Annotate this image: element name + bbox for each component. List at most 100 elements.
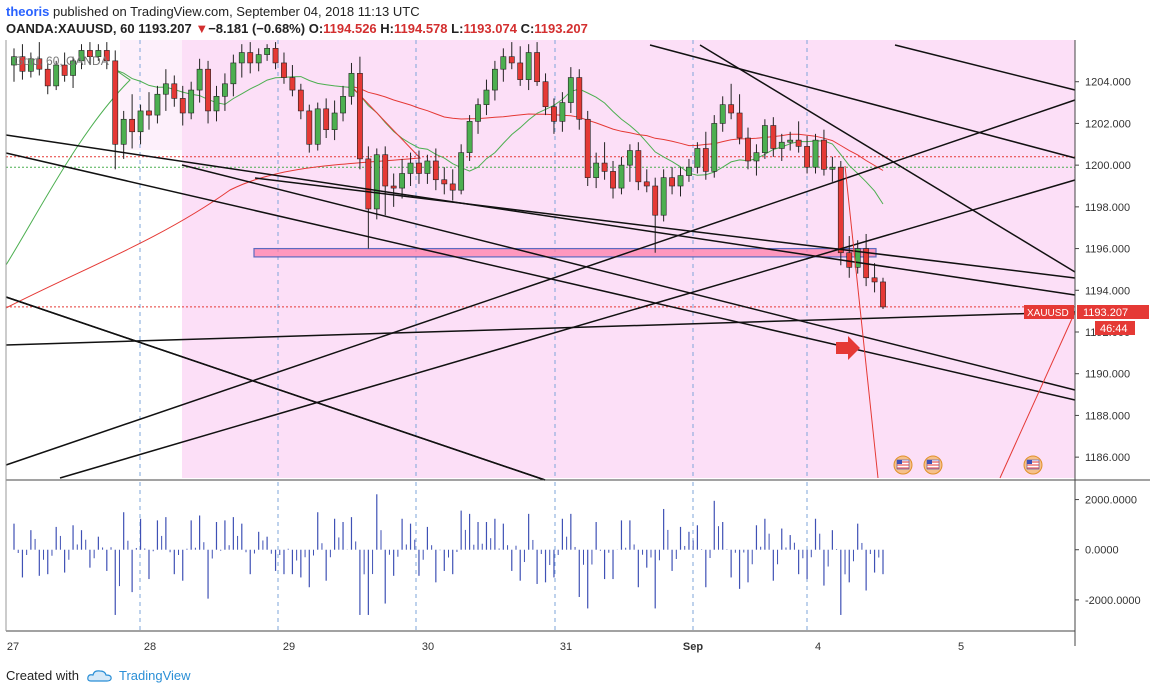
candle xyxy=(238,44,245,78)
candle xyxy=(196,58,203,103)
candle xyxy=(534,42,540,86)
candle xyxy=(449,169,456,201)
close-value: 1193.207 xyxy=(534,21,588,36)
candle-body-up xyxy=(686,166,692,176)
candle xyxy=(458,144,465,195)
footer: Created with TradingView xyxy=(6,668,191,683)
candle xyxy=(399,158,405,199)
candle-body-up xyxy=(711,123,718,172)
candle-body-up xyxy=(27,58,34,72)
candle xyxy=(264,44,271,61)
candle xyxy=(635,142,642,191)
candle xyxy=(719,96,726,132)
candle-body-down xyxy=(323,108,330,130)
candle xyxy=(382,146,389,216)
candle-body-down xyxy=(837,166,844,254)
candle xyxy=(171,75,178,107)
volume-tick-label: -2000.0000 xyxy=(1085,595,1141,607)
candle xyxy=(761,119,768,159)
candle xyxy=(745,127,751,170)
trendlines[interactable] xyxy=(5,44,1076,481)
candle-body-down xyxy=(821,139,827,170)
price-tick-label: 1188.000 xyxy=(1085,410,1130,422)
candle xyxy=(36,42,43,76)
candle-body-up xyxy=(559,102,566,122)
candle-body-down xyxy=(846,252,853,268)
candle xyxy=(19,44,26,80)
candle xyxy=(357,56,363,170)
candle xyxy=(610,160,616,199)
candle-body-down xyxy=(205,68,211,112)
price-tick-label: 1190.000 xyxy=(1085,369,1130,381)
candle-body-up xyxy=(314,108,321,145)
candle-body-down xyxy=(112,60,119,145)
candle xyxy=(146,92,152,130)
candle-body-down xyxy=(297,89,304,112)
chart-canvas[interactable]: 1186.0001188.0001190.0001192.0001194.000… xyxy=(0,40,1150,660)
trendline xyxy=(649,44,1076,159)
candle-body-up xyxy=(154,93,161,116)
trendline xyxy=(254,177,1076,279)
close-label: C: xyxy=(520,21,535,36)
candle xyxy=(230,54,237,97)
author-name[interactable]: theoris xyxy=(6,4,50,19)
candle xyxy=(500,48,507,82)
candle-body-down xyxy=(382,154,389,187)
candle-body-up xyxy=(593,162,600,178)
time-tick-label: Sep xyxy=(683,641,703,653)
candle xyxy=(686,158,692,182)
candle-body-down xyxy=(129,118,136,133)
candle-body-up xyxy=(761,125,768,153)
candle-body-down xyxy=(517,62,524,80)
candle xyxy=(11,48,17,82)
candle xyxy=(272,42,279,70)
candle xyxy=(331,100,338,141)
candle-body-up xyxy=(500,56,507,70)
candle-body-up xyxy=(778,141,785,149)
tradingview-link[interactable]: TradingView xyxy=(118,668,191,683)
candle xyxy=(213,85,220,122)
time-tick-label: 29 xyxy=(283,641,295,653)
candle-body-up xyxy=(466,121,473,153)
trendline xyxy=(699,44,1076,273)
candle xyxy=(222,73,228,111)
candle xyxy=(87,42,93,66)
change-down-icon: ▼ xyxy=(195,21,209,36)
candle-body-down xyxy=(306,110,313,145)
volume-bars xyxy=(13,494,884,615)
candle xyxy=(483,79,490,116)
candle xyxy=(53,60,60,91)
candle-body-up xyxy=(120,118,127,145)
volume-tick-label: 2000.0000 xyxy=(1085,495,1137,507)
candle-body-down xyxy=(416,162,422,174)
candle xyxy=(314,102,321,151)
candle xyxy=(432,148,439,191)
candle xyxy=(289,65,296,97)
candle-body-up xyxy=(694,148,701,168)
candle-body-up xyxy=(53,64,60,87)
candles[interactable] xyxy=(11,42,886,310)
candle-body-up xyxy=(348,73,355,97)
low-value: 1193.074 xyxy=(463,21,517,36)
price-tick-label: 1204.000 xyxy=(1085,77,1131,89)
candle-body-down xyxy=(87,50,93,57)
candle-body-down xyxy=(669,177,675,187)
candle xyxy=(95,44,102,61)
candle xyxy=(517,46,524,86)
candle xyxy=(702,131,709,180)
trendline xyxy=(894,44,1076,91)
candle xyxy=(61,52,68,82)
candle-body-up xyxy=(373,154,380,210)
candle-body-down xyxy=(441,179,448,185)
price-tick-label: 1202.000 xyxy=(1085,118,1131,130)
price-tag-countdown: 46:44 xyxy=(1100,323,1128,335)
volume-tick-label: 0.0000 xyxy=(1085,545,1119,557)
price-tag-price: 1193.207 xyxy=(1083,307,1128,319)
arrow-right-icon xyxy=(836,336,860,360)
candle-body-down xyxy=(542,81,549,108)
high-value: 1194.578 xyxy=(394,21,448,36)
trendline xyxy=(5,99,1076,466)
open-value: 1194.526 xyxy=(323,21,377,36)
candle xyxy=(365,146,372,249)
candle xyxy=(103,42,110,70)
